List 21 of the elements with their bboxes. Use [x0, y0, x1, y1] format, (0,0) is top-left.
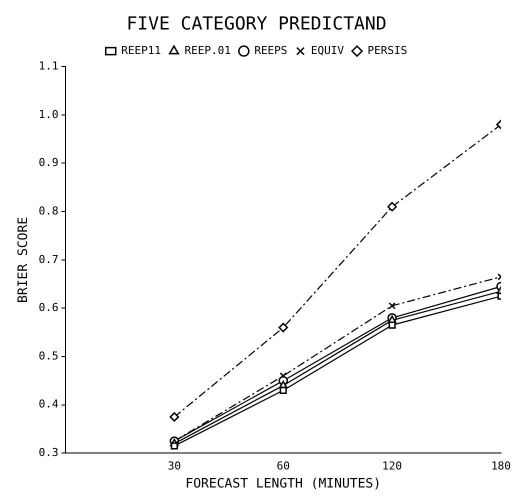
y-tick-label: 0.7 [38, 252, 58, 266]
legend-label: EQUIV [310, 44, 344, 57]
chart-title: FIVE CATEGORY PREDICTAND [126, 13, 387, 34]
y-tick-label: 0.4 [38, 398, 59, 411]
y-tick-label: 0.3 [38, 446, 58, 460]
y-tick-label: 1.0 [38, 108, 58, 121]
y-tick-label: 0.8 [38, 204, 58, 218]
y-tick-label: 1.1 [38, 59, 58, 72]
x-tick-label: 120 [382, 460, 402, 473]
y-tick-label: 0.6 [38, 301, 58, 314]
x-axis-title: FORECAST LENGTH (MINUTES) [185, 476, 382, 492]
y-axis-title: BRIER SCORE [16, 216, 32, 303]
x-tick-label: 180 [491, 460, 511, 473]
x-tick-label: 60 [276, 460, 290, 473]
y-tick-label: 0.5 [38, 349, 58, 362]
legend-label: PERSIS [368, 44, 408, 57]
x-tick-label: 30 [168, 460, 181, 473]
legend-label: REEPS [254, 44, 288, 57]
y-tick-label: 0.9 [38, 156, 58, 170]
legend-label: REEP11 [121, 44, 161, 57]
legend-label: REEP.01 [184, 44, 231, 57]
